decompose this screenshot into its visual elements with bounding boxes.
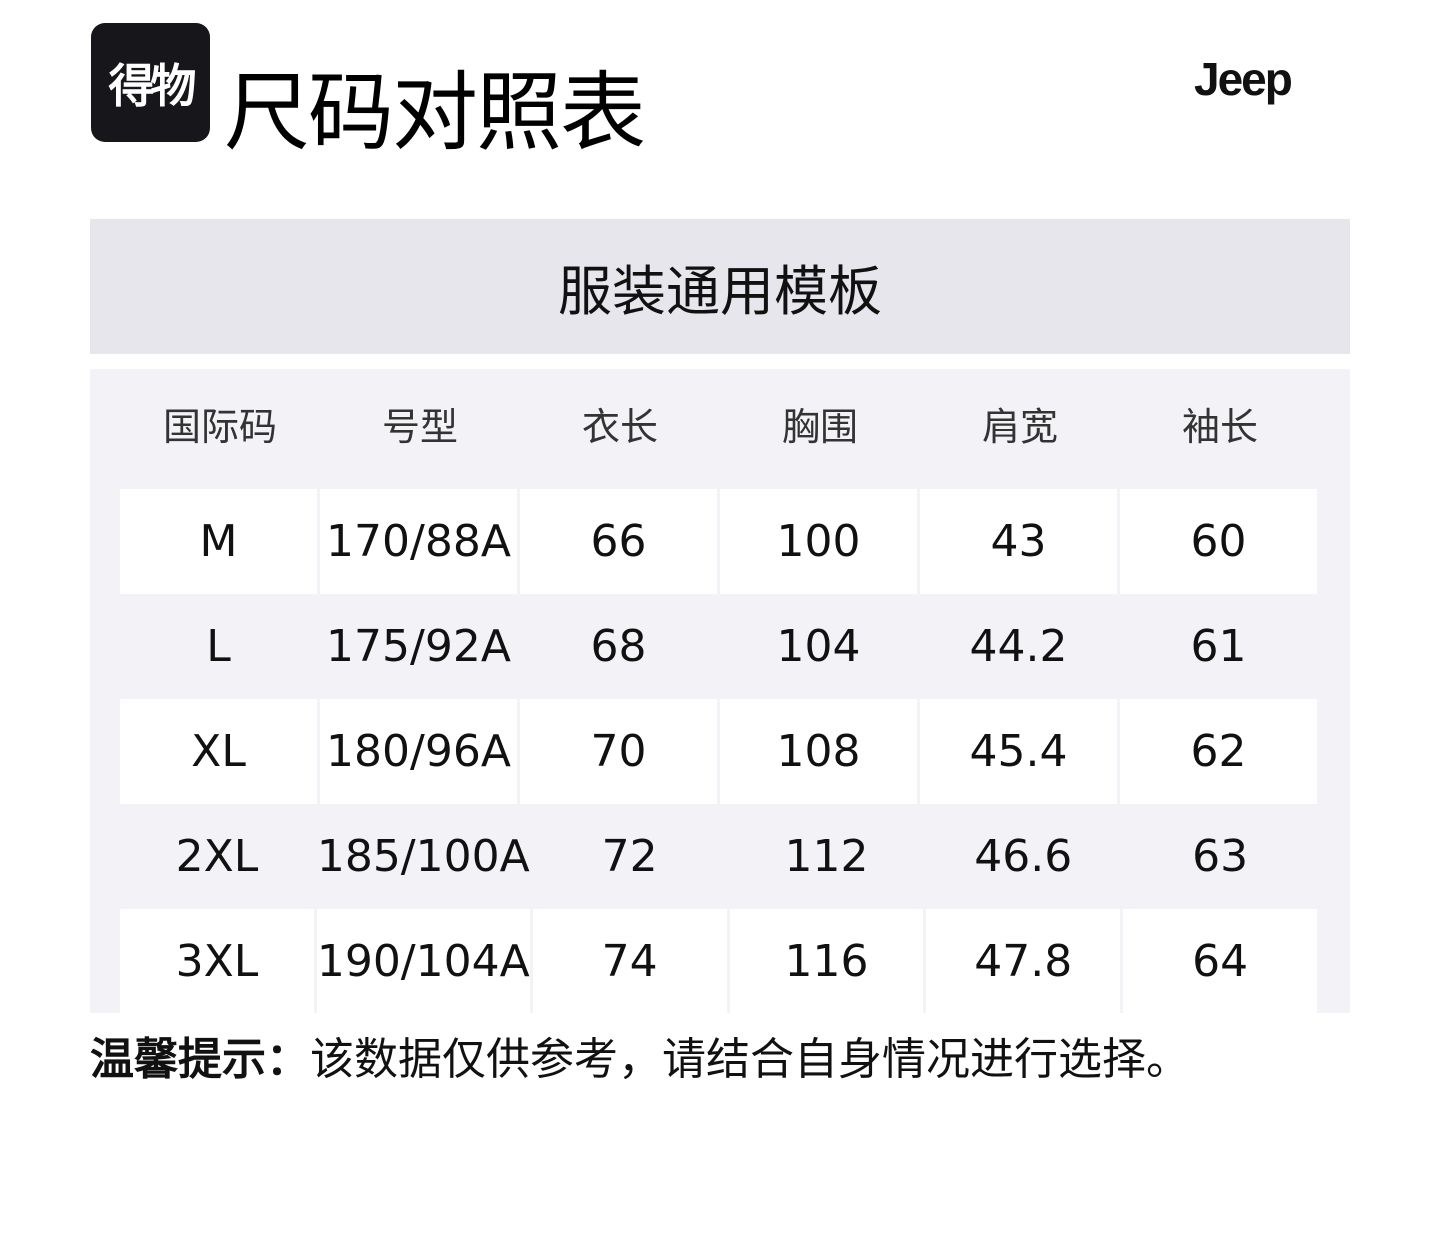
table-cell: 180/96A	[320, 699, 517, 804]
table-cell: L	[206, 621, 231, 672]
table-cell: 2XL	[175, 831, 259, 882]
table-cell: 185/100A	[316, 831, 530, 882]
table-cell: 64	[1123, 909, 1318, 1013]
table-cell: 60	[1120, 489, 1317, 594]
table-cell: XL	[120, 699, 317, 804]
table-cell: 62	[1120, 699, 1317, 804]
table-cell: 104	[776, 621, 861, 672]
template-title: 服装通用模板	[90, 219, 1350, 354]
size-table: 国际码 号型 衣长 胸围 肩宽 袖长 M 170/88A 66 100 43 60 L 175…	[90, 369, 1350, 1013]
table-cell: 72	[601, 831, 658, 882]
table-cell: 46.6	[974, 831, 1073, 882]
tip-label: 温馨提示：	[90, 1034, 310, 1085]
table-row: 3XL 190/104A 74 116 47.8 64	[120, 909, 1318, 1013]
table-cell: 63	[1192, 831, 1249, 882]
table-cell: 66	[520, 489, 717, 594]
table-cell: 190/104A	[316, 909, 530, 1013]
table-cell: M	[120, 489, 317, 594]
table-cell: 44.2	[969, 621, 1068, 672]
table-row: M 170/88A 66 100 43 60	[120, 489, 1317, 594]
table-cell: 100	[720, 489, 917, 594]
tip-message: 该数据仅供参考，请结合自身情况进行选择。	[310, 1034, 1190, 1085]
tip-text: 温馨提示：该数据仅供参考，请结合自身情况进行选择。	[90, 1030, 1190, 1090]
table-cell: 70	[520, 699, 717, 804]
table-row: L 175/92A 68 104 44.2 61	[120, 594, 1317, 699]
table-cell: 68	[590, 621, 647, 672]
table-cell: 112	[784, 831, 869, 882]
column-header: 号型	[381, 405, 458, 449]
jeep-logo: Jeep	[1194, 53, 1293, 105]
table-cell: 45.4	[920, 699, 1117, 804]
table-cell: 175/92A	[326, 621, 511, 672]
template-title-text: 服装通用模板	[558, 260, 882, 323]
table-row: 2XL 185/100A 72 112 46.6 63	[120, 804, 1317, 909]
column-header: 衣长	[581, 405, 658, 449]
table-cell: 61	[1190, 621, 1247, 672]
table-cell: 74	[532, 909, 727, 1013]
table-cell: 47.8	[926, 909, 1121, 1013]
table-cell: 116	[729, 909, 924, 1013]
column-header: 肩宽	[981, 405, 1058, 449]
column-header: 国际码	[162, 405, 277, 449]
page-title: 尺码对照表	[224, 63, 646, 163]
table-cell: 3XL	[120, 909, 314, 1013]
table-header: 国际码 号型 衣长 胸围 肩宽 袖长	[120, 369, 1320, 489]
table-cell: 43	[920, 489, 1117, 594]
table-cell: 170/88A	[320, 489, 517, 594]
table-cell: 108	[720, 699, 917, 804]
dewu-logo: 得物	[91, 23, 210, 142]
column-header: 袖长	[1181, 405, 1258, 449]
column-header: 胸围	[781, 405, 858, 449]
table-row: XL 180/96A 70 108 45.4 62	[120, 699, 1317, 804]
